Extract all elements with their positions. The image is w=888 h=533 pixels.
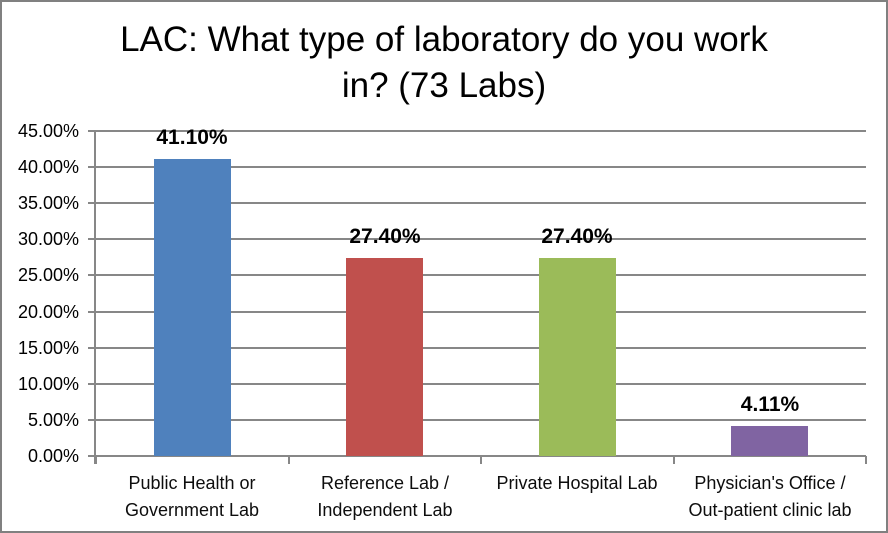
y-axis-tick xyxy=(88,202,96,204)
y-axis-tick xyxy=(88,455,96,457)
bar-value-label: 27.40% xyxy=(349,225,421,248)
category-label: Reference Lab / Independent Lab xyxy=(317,473,453,520)
bar xyxy=(154,159,231,456)
y-gridline xyxy=(96,130,866,132)
bar xyxy=(346,258,423,456)
x-axis-tick xyxy=(480,456,482,464)
y-axis-tick xyxy=(88,274,96,276)
category-label: Public Health or Government Lab xyxy=(124,473,260,520)
y-axis-tick-label: 5.00% xyxy=(27,410,79,430)
chart-title-line-2: in? (73 Labs) xyxy=(341,66,547,105)
y-gridline xyxy=(96,202,866,204)
y-gridline xyxy=(96,383,866,385)
bar-value-label: 41.10% xyxy=(156,126,228,149)
y-axis-tick-label: 10.00% xyxy=(17,374,79,394)
y-axis-tick-label: 35.00% xyxy=(17,193,79,213)
y-axis-tick xyxy=(88,347,96,349)
category-label: Private Hospital Lab xyxy=(496,473,658,493)
y-axis-tick-label: 0.00% xyxy=(27,446,79,466)
category-label: Physician's Office / Out-patient clinic … xyxy=(688,473,852,520)
y-axis-tick-label: 45.00% xyxy=(17,121,79,141)
y-gridline xyxy=(96,347,866,349)
y-axis-tick xyxy=(88,311,96,313)
x-axis-tick xyxy=(673,456,675,464)
bar xyxy=(731,426,808,456)
y-gridline xyxy=(96,274,866,276)
y-axis-tick-label: 25.00% xyxy=(17,265,79,285)
x-axis-tick xyxy=(95,456,97,464)
bar-value-label: 27.40% xyxy=(541,225,613,248)
y-axis-tick-label: 40.00% xyxy=(17,157,79,177)
chart-title: LAC: What type of laboratory do you work… xyxy=(2,17,886,109)
y-axis-tick-label: 30.00% xyxy=(17,229,79,249)
x-axis-tick xyxy=(288,456,290,464)
y-axis-tick xyxy=(88,383,96,385)
y-gridline xyxy=(96,311,866,313)
y-axis-tick-label: 20.00% xyxy=(17,302,79,322)
y-axis-tick xyxy=(88,238,96,240)
chart-title-line-1: LAC: What type of laboratory do you work xyxy=(120,20,768,59)
y-axis-tick xyxy=(88,166,96,168)
y-axis-tick xyxy=(88,419,96,421)
y-axis-tick-label: 15.00% xyxy=(17,338,79,358)
x-axis-tick xyxy=(865,456,867,464)
y-gridline xyxy=(96,166,866,168)
y-gridline xyxy=(96,238,866,240)
bar xyxy=(539,258,616,456)
y-gridline xyxy=(96,419,866,421)
bar-value-label: 4.11% xyxy=(740,393,800,416)
y-axis-line xyxy=(94,131,96,464)
y-axis-tick xyxy=(88,130,96,132)
